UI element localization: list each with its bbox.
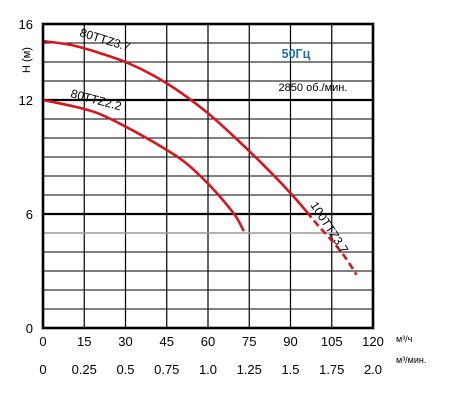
x-tick-label-m3min: 1.5 <box>281 362 299 377</box>
x-tick-label-m3h: 30 <box>118 334 132 349</box>
series-label-100TTZ3.7: 100TTZ3.7 <box>307 199 351 256</box>
series-line-80TTZ3.7 <box>42 39 308 213</box>
x-tick-label-m3h: 75 <box>242 334 256 349</box>
x-tick-label-m3h: 60 <box>201 334 215 349</box>
plot-frame <box>41 22 375 330</box>
x-tick-label-m3h: 0 <box>39 334 46 349</box>
x-unit-m3h: м³/ч <box>396 334 413 344</box>
y-axis-label: H (м) <box>21 47 33 73</box>
speed-label: 2850 об./мин. <box>279 82 348 94</box>
y-tick-label: 0 <box>26 321 33 336</box>
tick-labels: 0 6 12 16 0 15 30 45 60 75 90 105 120 0 0.25 0.5 0.75 1.0… <box>19 17 384 377</box>
x-tick-label-m3min: 1.0 <box>199 362 217 377</box>
curves <box>42 39 358 276</box>
frequency-label: 50Гц <box>282 47 311 61</box>
x-tick-label-m3min: 0.75 <box>154 362 179 377</box>
x-tick-label-m3h: 90 <box>283 334 297 349</box>
x-tick-label-m3h: 105 <box>321 334 343 349</box>
x-tick-label-m3min: 0.5 <box>116 362 134 377</box>
x-tick-label-m3h: 45 <box>160 334 174 349</box>
x-unit-m3min: м³/мин. <box>396 355 426 365</box>
x-tick-label-m3min: 1.25 <box>237 362 262 377</box>
y-tick-label: 16 <box>19 17 33 32</box>
x-tick-label-m3min: 0.25 <box>72 362 97 377</box>
series-line-80TTZ2.2 <box>42 98 245 232</box>
y-tick-label: 12 <box>19 93 33 108</box>
x-tick-label-m3h: 15 <box>77 334 91 349</box>
x-tick-label-m3min: 0 <box>39 362 46 377</box>
x-tick-label-m3min: 1.75 <box>319 362 344 377</box>
x-tick-label-m3h: 120 <box>362 334 384 349</box>
grid <box>42 24 374 328</box>
series-label-80TTZ2.2: 80TTZ2.2 <box>69 86 123 113</box>
series-line-100TTZ3.7 <box>305 211 358 276</box>
y-tick-label: 6 <box>26 207 33 222</box>
x-tick-label-m3min: 2.0 <box>364 362 382 377</box>
